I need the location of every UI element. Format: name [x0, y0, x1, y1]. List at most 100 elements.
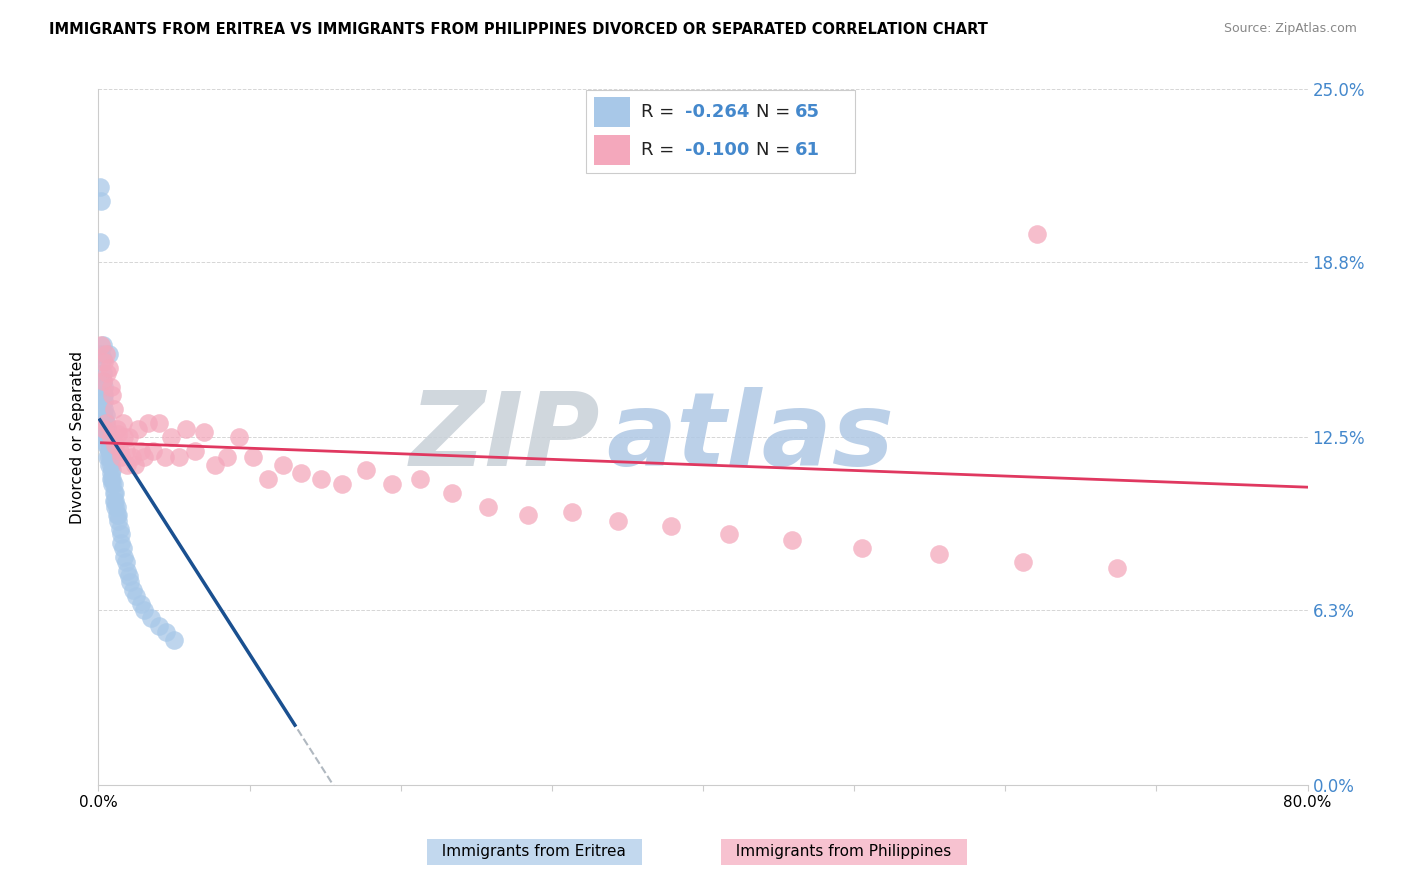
Point — [89, 235, 111, 250]
Point — [115, 458, 138, 472]
Point — [91, 375, 114, 389]
Point — [93, 410, 115, 425]
Point — [136, 416, 159, 430]
Point — [98, 435, 121, 450]
Y-axis label: Divorced or Separated: Divorced or Separated — [70, 351, 86, 524]
Point — [94, 430, 117, 444]
Point — [91, 388, 114, 402]
Point — [160, 430, 183, 444]
Point — [101, 472, 124, 486]
Point — [94, 425, 117, 439]
Point — [381, 477, 404, 491]
Point — [228, 430, 250, 444]
Point — [91, 338, 114, 352]
Point — [928, 547, 950, 561]
Point — [184, 444, 207, 458]
Point — [96, 430, 118, 444]
Point — [120, 574, 142, 589]
Point — [110, 450, 132, 464]
Point — [108, 444, 131, 458]
Point — [90, 338, 112, 352]
Point — [114, 555, 136, 569]
Point — [103, 402, 125, 417]
Point — [93, 380, 115, 394]
Point — [242, 450, 264, 464]
Point — [163, 633, 186, 648]
Point — [110, 527, 132, 541]
Point — [114, 444, 136, 458]
Text: Immigrants from Eritrea: Immigrants from Eritrea — [433, 845, 636, 859]
Point — [256, 472, 278, 486]
Point — [93, 355, 115, 369]
Text: atlas: atlas — [606, 386, 894, 488]
Point — [98, 346, 121, 360]
Point — [330, 477, 353, 491]
Point — [89, 179, 111, 194]
Point — [129, 597, 152, 611]
Point — [112, 549, 135, 564]
Point — [204, 458, 226, 472]
Point — [122, 583, 145, 598]
Point — [111, 541, 134, 556]
Point — [100, 467, 122, 481]
Point — [100, 472, 122, 486]
Text: R =: R = — [641, 103, 681, 121]
Point — [93, 422, 115, 436]
Point — [111, 416, 134, 430]
Point — [91, 352, 114, 367]
Point — [851, 541, 873, 556]
Point — [174, 422, 197, 436]
Point — [98, 450, 121, 464]
Point — [103, 477, 125, 491]
Point — [107, 427, 129, 442]
Point — [90, 416, 112, 430]
Point — [153, 450, 176, 464]
Point — [124, 458, 146, 472]
Bar — [595, 135, 630, 165]
Point — [155, 624, 177, 639]
Text: Immigrants from Philippines: Immigrants from Philippines — [725, 845, 962, 859]
Text: -0.100: -0.100 — [685, 141, 749, 159]
Point — [354, 463, 377, 477]
Point — [94, 408, 117, 422]
Point — [100, 450, 122, 464]
Point — [717, 527, 740, 541]
Point — [141, 611, 163, 625]
Point — [100, 430, 122, 444]
Point — [121, 450, 143, 464]
Point — [94, 346, 117, 360]
Point — [98, 444, 121, 458]
Point — [1026, 227, 1049, 241]
Point — [167, 450, 190, 464]
Point — [142, 444, 165, 458]
Text: R =: R = — [641, 141, 681, 159]
Point — [100, 380, 122, 394]
Point — [477, 500, 499, 514]
Text: ZIP: ZIP — [409, 386, 600, 488]
Point — [309, 472, 332, 486]
Point — [132, 450, 155, 464]
Point — [1012, 555, 1035, 569]
Text: N =: N = — [756, 141, 796, 159]
Point — [96, 438, 118, 452]
Point — [409, 472, 432, 486]
Point — [148, 619, 170, 633]
Point — [110, 536, 132, 550]
Point — [607, 514, 630, 528]
Text: 65: 65 — [794, 103, 820, 121]
Text: 61: 61 — [794, 141, 820, 159]
Point — [516, 508, 538, 522]
Point — [104, 494, 127, 508]
Point — [94, 438, 117, 452]
Point — [193, 425, 215, 439]
Point — [101, 463, 124, 477]
Point — [560, 505, 582, 519]
Point — [215, 450, 238, 464]
Point — [148, 416, 170, 430]
Point — [96, 366, 118, 380]
Point — [101, 477, 124, 491]
Point — [132, 602, 155, 616]
Point — [91, 366, 114, 380]
Point — [105, 422, 128, 436]
Point — [90, 402, 112, 417]
